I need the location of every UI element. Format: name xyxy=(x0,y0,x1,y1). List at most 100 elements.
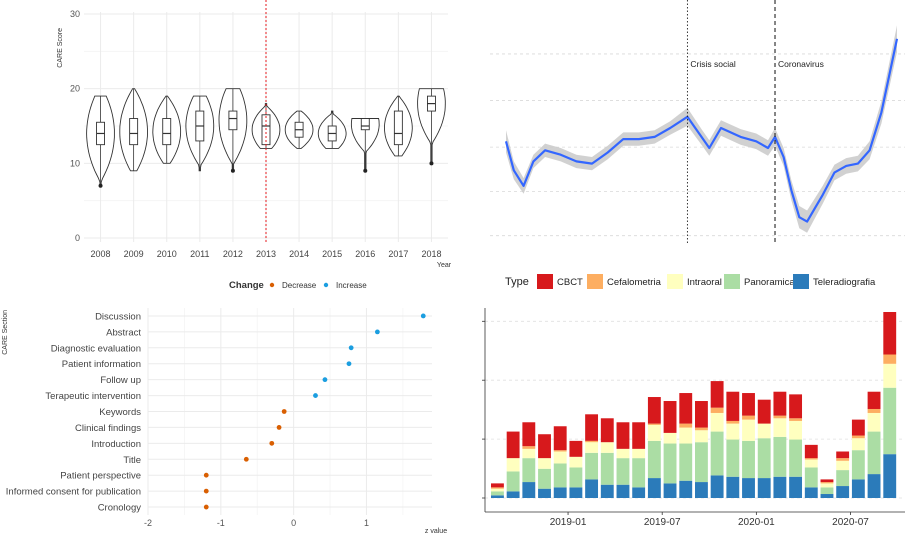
bar-segment xyxy=(600,418,614,443)
x-axis-title: z value xyxy=(425,528,447,535)
bar-segment xyxy=(695,430,708,443)
bar-segment xyxy=(820,479,834,483)
x-tick-label: 1 xyxy=(364,518,369,528)
legend-dot xyxy=(323,282,329,288)
bar-segment xyxy=(695,482,708,498)
section-label: Patient information xyxy=(62,359,141,370)
x-tick-label: 0 xyxy=(291,518,296,528)
bar-segment xyxy=(757,423,771,439)
bar-segment xyxy=(491,495,504,498)
bar-segment xyxy=(726,420,740,424)
section-label: Patient perspective xyxy=(60,471,141,482)
bar-segment xyxy=(789,420,803,440)
bar-segment xyxy=(553,463,567,488)
legend-label: Panoramica xyxy=(744,277,795,288)
bar-segment xyxy=(663,432,677,444)
event-label: Crisis social xyxy=(690,59,735,69)
x-tick-label: 2016 xyxy=(355,249,375,259)
bar-segment xyxy=(647,424,661,441)
legend-swatch xyxy=(587,274,603,289)
violin-panel: 0 10 20 30 2008 2009 2010 2011 2012 2013 2014 2015 2… xyxy=(57,0,452,269)
bar-segment xyxy=(569,467,583,488)
bar-segment xyxy=(585,440,599,443)
bar-segment xyxy=(757,478,771,498)
bar-segment xyxy=(757,399,771,424)
z-value-point xyxy=(203,472,209,478)
bar-segment xyxy=(663,483,677,498)
legend-label: Cefalometria xyxy=(607,277,662,288)
bar-segment xyxy=(679,480,693,498)
bar-segment xyxy=(647,423,661,425)
bar-segment xyxy=(726,476,740,498)
bar-segment xyxy=(679,423,693,428)
bar-segment xyxy=(522,458,536,483)
legend-label: Teleradiografia xyxy=(813,277,876,288)
bar-segment xyxy=(820,487,834,495)
x-tick-label: 2015 xyxy=(322,249,342,259)
bar-segment xyxy=(851,479,865,498)
bar-segment xyxy=(836,470,850,487)
legend-title: Type xyxy=(505,276,529,288)
bar-segment xyxy=(538,458,551,469)
bar-segment xyxy=(695,427,708,431)
x-tick-label: 2020-01 xyxy=(738,517,775,528)
bar-segment xyxy=(616,484,630,498)
bar-segment xyxy=(585,479,599,498)
bar-segment xyxy=(773,436,787,477)
bar-segment xyxy=(742,478,755,498)
bar-segment xyxy=(506,458,520,472)
x-tick-label: 2009 xyxy=(124,249,144,259)
bar-segment xyxy=(679,393,693,424)
bar-segment xyxy=(647,397,661,424)
z-value-point xyxy=(281,409,287,414)
bar-segment xyxy=(522,446,536,449)
bar-segment xyxy=(710,412,724,432)
bar-segment xyxy=(867,474,881,498)
bar-segment xyxy=(867,431,881,475)
bar-segment xyxy=(883,454,897,498)
y-axis-title: CARE Score xyxy=(57,28,64,68)
bar-segment xyxy=(491,483,504,488)
bar-segment xyxy=(538,434,551,459)
box-iqr xyxy=(228,110,238,131)
bar-segment xyxy=(569,440,583,457)
bar-segment xyxy=(804,444,818,459)
z-value-point xyxy=(420,313,426,319)
legend-label: CBCT xyxy=(557,277,583,288)
bar-segment xyxy=(600,484,614,498)
bar-segment xyxy=(883,387,897,455)
legend-title: Change xyxy=(229,280,264,291)
x-tick-label: 2010 xyxy=(157,249,177,259)
bar-segment xyxy=(757,438,771,479)
outlier-point xyxy=(230,168,235,173)
legend-label: Intraoral xyxy=(687,277,722,288)
bar-segment xyxy=(710,475,724,498)
bar-segment xyxy=(506,431,520,459)
bar-segment xyxy=(585,442,599,453)
x-tick-label: 2020-07 xyxy=(832,517,869,528)
x-tick-label: 2017 xyxy=(388,249,408,259)
bar-segment xyxy=(851,438,865,451)
legend-label: Decrease xyxy=(282,281,317,290)
box-iqr xyxy=(129,118,139,146)
legend-swatch xyxy=(537,274,553,289)
line-panel: Crisis social Coronavirus xyxy=(490,0,905,245)
bar-segment xyxy=(522,482,536,498)
outlier-point xyxy=(98,183,103,188)
bar-segment xyxy=(616,422,630,449)
bar-segment xyxy=(553,426,567,451)
x-tick-label: 2013 xyxy=(256,249,276,259)
bar-segment xyxy=(726,439,740,477)
bar-segment xyxy=(820,483,834,488)
z-value-point xyxy=(313,393,318,398)
z-value-point xyxy=(374,329,380,335)
stacked-bar-panel: 2019-01 2019-07 2020-01 2020-07 Type CBCT Cefa… xyxy=(482,274,905,528)
bar-segment xyxy=(867,391,881,409)
bar-segment xyxy=(883,312,897,355)
x-tick-label: 2018 xyxy=(421,249,441,259)
bar-segment xyxy=(773,476,787,498)
bar-segment xyxy=(632,422,646,449)
bar-segment xyxy=(491,491,504,496)
bar-segment xyxy=(836,460,850,471)
x-tick-label: 2019-07 xyxy=(644,517,681,528)
